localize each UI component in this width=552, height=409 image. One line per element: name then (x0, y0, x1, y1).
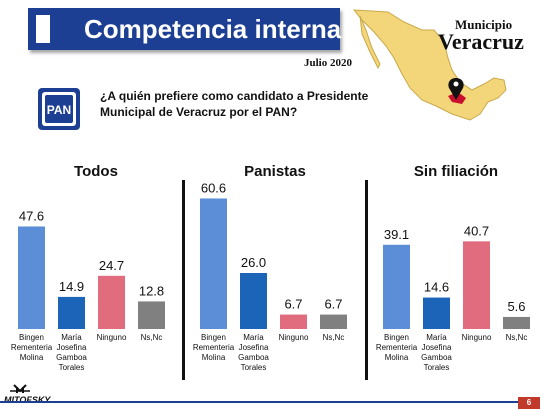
title-stripe (36, 15, 50, 43)
category-label-1-3-1: Ninguno (97, 333, 127, 342)
bar-1-2 (58, 296, 85, 329)
survey-date: Julio 2020 (304, 57, 352, 69)
category-label-2-3-1: Ninguno (279, 333, 309, 342)
category-label-3-1-2: Rementeria (376, 343, 418, 352)
panel-divider-1 (182, 180, 185, 380)
bar-3-2 (423, 297, 450, 329)
category-label-3-1-1: Bingen (384, 333, 409, 342)
value-label-3-1: 39.1 (384, 227, 409, 242)
value-label-2-2: 26.0 (241, 255, 266, 270)
mitofsky-icon (10, 384, 30, 393)
value-label-2-1: 60.6 (201, 180, 226, 195)
value-label-1-4: 12.8 (139, 283, 164, 298)
bar-2-1 (200, 198, 227, 329)
category-label-2-1-2: Rementeria (193, 343, 235, 352)
bar-2-3 (280, 314, 307, 329)
bar-3-3 (463, 241, 490, 329)
bar-1-4 (138, 301, 165, 329)
bar-1-1 (18, 226, 45, 329)
category-label-1-2-4: Torales (59, 363, 85, 372)
page-title: Competencia interna (84, 14, 342, 44)
chart-title-3: Sin filiación (414, 163, 498, 180)
category-label-2-1-1: Bingen (201, 333, 226, 342)
category-label-1-1-3: Molina (20, 353, 44, 362)
category-label-2-1-3: Molina (202, 353, 226, 362)
category-label-1-2-3: Gamboa (56, 353, 87, 362)
pan-logo-text: PAN (47, 103, 71, 117)
category-label-3-2-2: Josefina (422, 343, 452, 352)
bar-2-2 (240, 273, 267, 329)
mexico-map-shape (352, 9, 507, 121)
bar-1-3 (98, 275, 125, 329)
pan-logo: PAN (38, 88, 80, 130)
value-label-2-3: 6.7 (284, 297, 302, 312)
category-label-3-4-1: Ns,Nc (506, 333, 528, 342)
category-label-3-3-1: Ninguno (462, 333, 492, 342)
category-label-2-2-2: Josefina (239, 343, 269, 352)
chart-title-2: Panistas (244, 163, 306, 180)
category-label-2-2-3: Gamboa (238, 353, 269, 362)
category-label-2-4-1: Ns,Nc (323, 333, 345, 342)
mitofsky-logo: MITOFSKY (4, 384, 51, 405)
survey-question: ¿A quién prefiere como candidato a Presi… (100, 89, 369, 119)
page-number: 6 (518, 397, 540, 409)
value-label-2-4: 6.7 (324, 297, 342, 312)
chart-title-1: Todos (74, 163, 118, 180)
category-label-3-2-4: Torales (424, 363, 450, 372)
category-label-1-2-1: María (61, 333, 82, 342)
category-label-1-1-1: Bingen (19, 333, 44, 342)
bar-2-4 (320, 314, 347, 329)
category-label-2-2-1: María (243, 333, 264, 342)
value-label-1-3: 24.7 (99, 258, 124, 273)
bar-3-1 (383, 244, 410, 329)
municipio-name: Veracruz (438, 29, 524, 54)
title-bar: Competencia interna (28, 8, 342, 50)
panel-divider-2 (365, 180, 368, 380)
category-label-3-1-3: Molina (385, 353, 409, 362)
category-label-1-2-2: Josefina (57, 343, 87, 352)
value-label-3-2: 14.6 (424, 280, 449, 295)
bar-3-4 (503, 316, 530, 329)
value-label-3-3: 40.7 (464, 223, 489, 238)
footer-brand: MITOFSKY (4, 395, 51, 405)
category-label-2-2-4: Torales (241, 363, 267, 372)
category-label-1-1-2: Rementeria (11, 343, 53, 352)
municipio-label: Municipio (455, 17, 513, 32)
category-label-1-4-1: Ns,Nc (141, 333, 163, 342)
value-label-1-1: 47.6 (19, 208, 44, 223)
value-label-1-2: 14.9 (59, 279, 84, 294)
category-label-3-2-3: Gamboa (421, 353, 452, 362)
footer-line (0, 401, 530, 403)
mexico-map (352, 9, 507, 121)
map-pin-icon (448, 78, 464, 100)
category-label-3-2-1: María (426, 333, 447, 342)
value-label-3-4: 5.6 (507, 299, 525, 314)
